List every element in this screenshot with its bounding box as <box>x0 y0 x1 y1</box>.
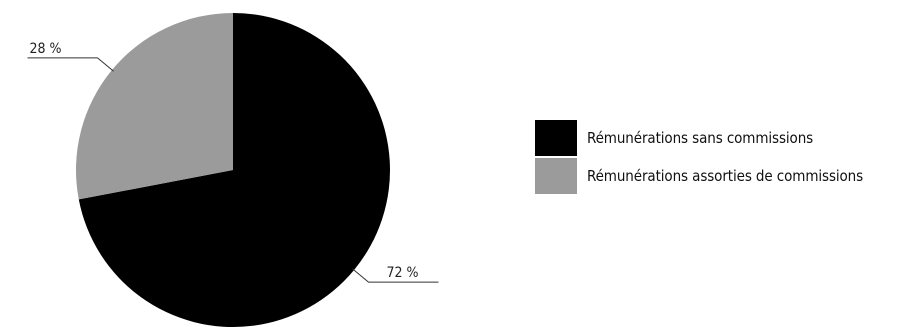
legend-label: Rémunérations assorties de commissions <box>587 167 864 185</box>
legend-item-sans-commissions: Rémunérations sans commissions <box>535 120 863 156</box>
leader-line <box>352 268 439 283</box>
legend-swatch <box>535 158 577 194</box>
leader-lines <box>27 57 439 283</box>
slice-value-label: 72 % <box>386 265 418 281</box>
legend: Rémunérations sans commissions Rémunérat… <box>535 120 863 196</box>
pie-slice <box>78 13 391 327</box>
pie-slice <box>75 13 233 200</box>
legend-item-avec-commissions: Rémunérations assorties de commissions <box>535 158 863 194</box>
pie-slices <box>75 13 391 327</box>
slice-labels: 72 % 28 % <box>30 41 419 281</box>
slice-value-label: 28 % <box>30 41 62 57</box>
legend-label: Rémunérations sans commissions <box>587 129 814 147</box>
leader-line <box>27 57 114 72</box>
legend-swatch <box>535 120 577 156</box>
